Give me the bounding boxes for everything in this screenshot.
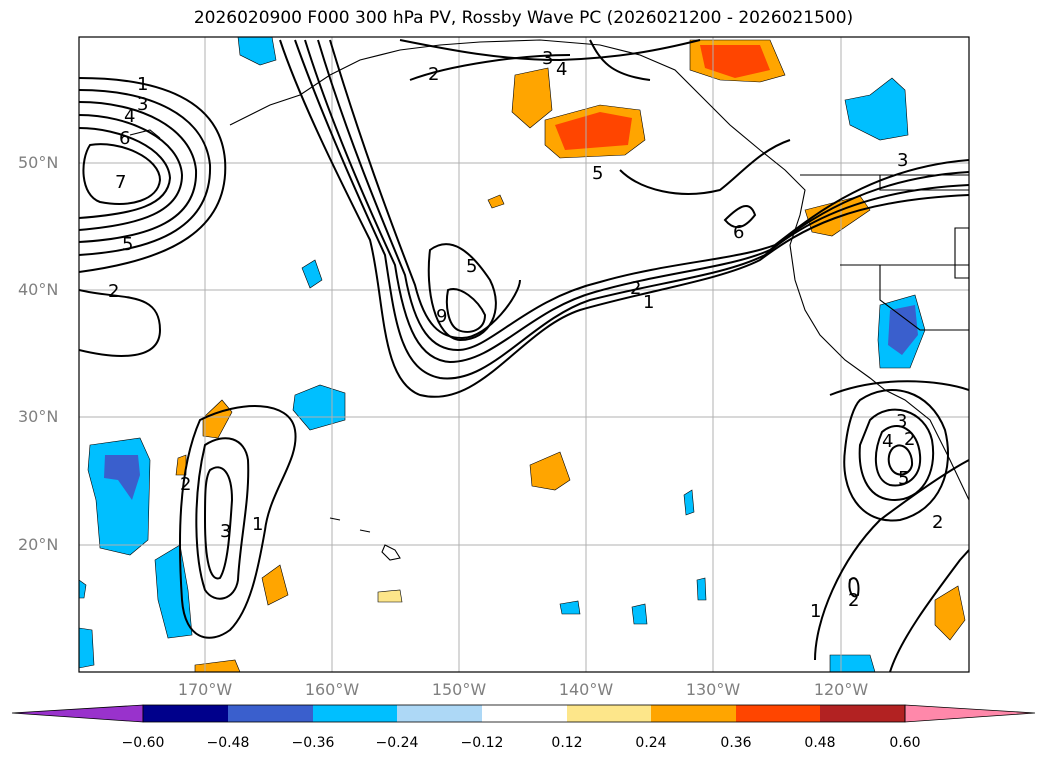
lat-label: 40°N — [18, 280, 59, 299]
lat-label: 50°N — [18, 153, 59, 172]
colorbar-tick-label: 0.36 — [720, 735, 752, 751]
contour-label: 2 — [180, 474, 191, 495]
contour-label: 4 — [124, 106, 135, 127]
contour-label: 1 — [643, 292, 654, 313]
colorbar-tick-label: 0.12 — [551, 735, 583, 751]
contour-label: 3 — [542, 48, 553, 69]
lat-label: 30°N — [18, 407, 59, 426]
colorbar-tick-label: 0.60 — [889, 735, 921, 751]
lon-label: 130°W — [685, 680, 741, 699]
lon-label: 160°W — [304, 680, 360, 699]
gridlines — [79, 37, 969, 672]
contour-label: 2 — [848, 590, 859, 611]
lon-label: 170°W — [177, 680, 233, 699]
contour-label: 1 — [137, 74, 148, 95]
contour-label: 2 — [630, 278, 641, 299]
contour-label: 2 — [904, 429, 915, 450]
colorbar-tick-label: −0.12 — [460, 735, 504, 751]
contour-label: 3 — [897, 150, 908, 171]
contour-label: 3 — [137, 94, 148, 115]
lon-label: 150°W — [431, 680, 487, 699]
contour-label: 4 — [882, 431, 893, 452]
colorbar-tick-label: 0.24 — [635, 735, 667, 751]
lon-label: 140°W — [558, 680, 614, 699]
contour-label: 1 — [810, 601, 821, 622]
contour-label: 1 — [252, 514, 263, 535]
map-title: 2026020900 F000 300 hPa PV, Rossby Wave … — [193, 8, 854, 28]
contour-label: 4 — [556, 59, 567, 80]
contour-label: 2 — [108, 281, 119, 302]
map-panel: 1 3 4 6 7 5 2 3 4 2 5 5 9 2 1 6 3 2 3 5 … — [79, 37, 969, 672]
contour-label: 3 — [896, 411, 907, 432]
colorbar-tick-label: −0.48 — [206, 735, 250, 751]
contour-label: 3 — [220, 521, 231, 542]
contour-label: 5 — [592, 163, 603, 184]
contour-label: 6 — [119, 128, 130, 149]
contour-label: 5 — [122, 234, 133, 255]
contour-label: 5 — [466, 256, 477, 277]
contours — [79, 39, 969, 672]
contour-label: 9 — [436, 306, 447, 327]
map-frame — [78, 36, 970, 673]
colorbar-tick-label: −0.36 — [291, 735, 335, 751]
colorbar-tick-label: −0.60 — [121, 735, 165, 751]
colorbar-tick-label: 0.48 — [804, 735, 836, 751]
contour-label: 2 — [428, 64, 439, 85]
contour-label: 6 — [733, 222, 744, 243]
contour-label: 2 — [932, 512, 943, 533]
contour-labels: 1 3 4 6 7 5 2 3 4 2 5 5 9 2 1 6 3 2 3 5 … — [108, 48, 943, 622]
coastlines — [129, 39, 969, 561]
contour-label: 5 — [898, 468, 909, 489]
colorbar-tick-label: −0.24 — [375, 735, 419, 751]
contour-label: 7 — [115, 172, 126, 193]
lon-label: 120°W — [813, 680, 869, 699]
colorbar — [11, 704, 1036, 723]
lat-label: 20°N — [18, 535, 59, 554]
